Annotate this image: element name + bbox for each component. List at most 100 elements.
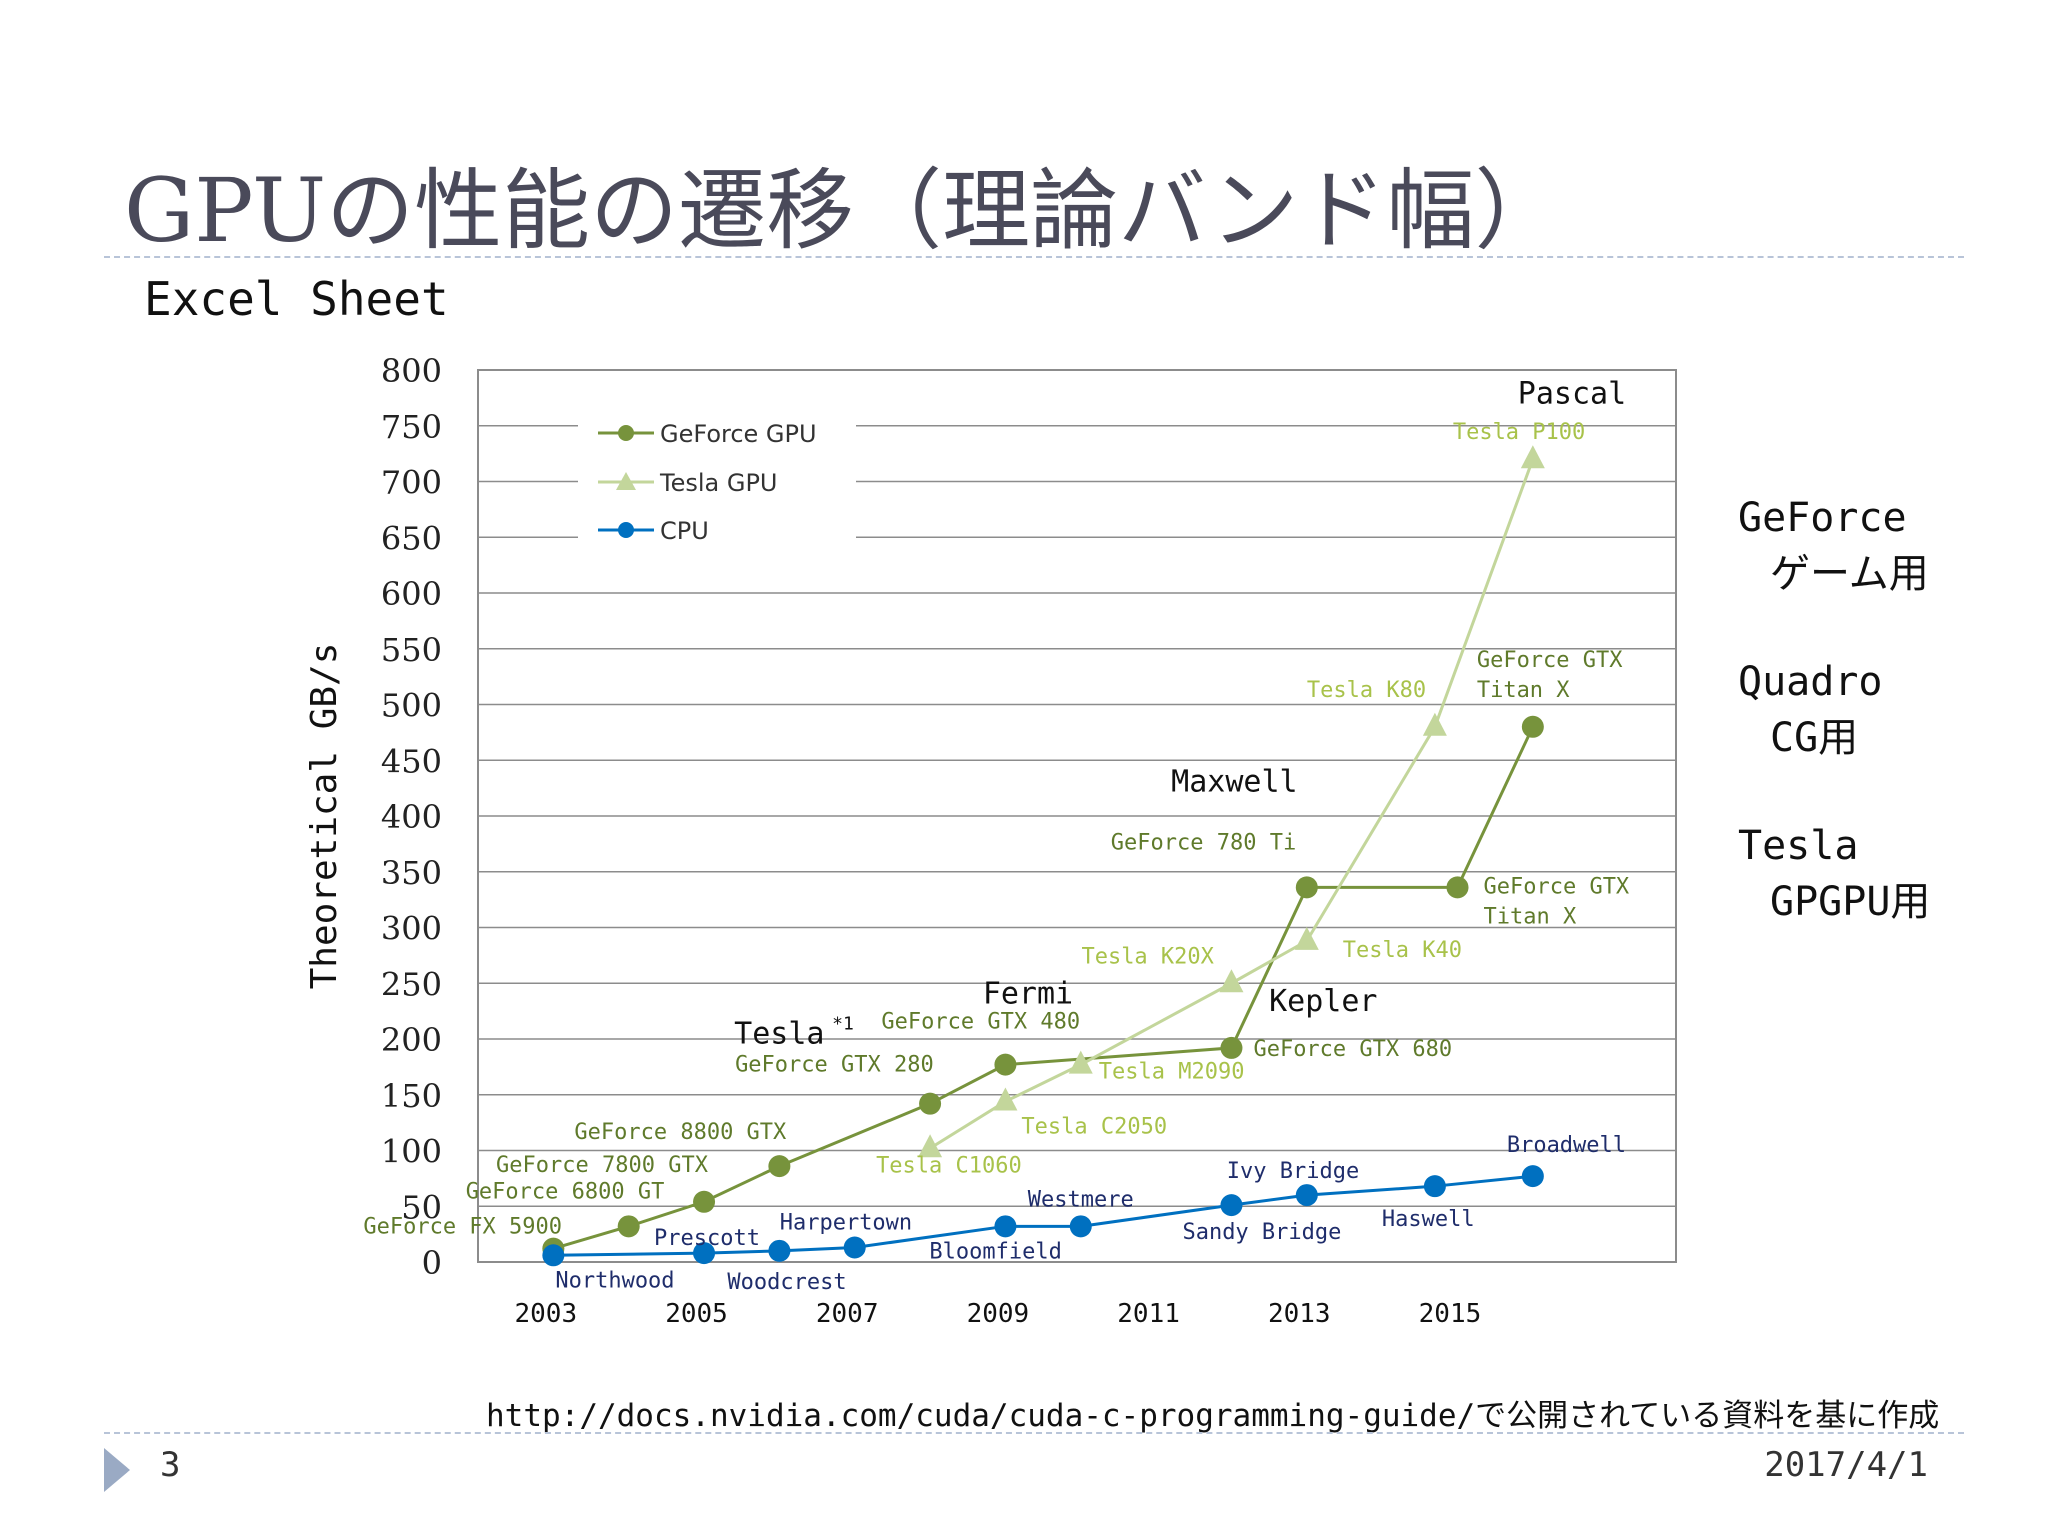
data-point	[994, 1215, 1017, 1238]
data-point	[1423, 1175, 1446, 1198]
y-tick-label: 0	[422, 1244, 442, 1282]
x-tick-label: 2011	[1117, 1299, 1180, 1329]
y-tick-label: 800	[381, 352, 442, 390]
point-label: Westmere	[1028, 1187, 1134, 1212]
architecture-label: Kepler	[1269, 984, 1377, 1019]
point-label: Prescott	[654, 1226, 760, 1251]
page-number: 3	[160, 1445, 181, 1485]
point-label: Tesla K20X	[1081, 944, 1214, 969]
data-point	[1295, 876, 1318, 899]
data-point	[843, 1236, 866, 1259]
data-point	[1295, 1184, 1318, 1207]
data-point	[1422, 712, 1447, 736]
legend-label: Tesla GPU	[659, 469, 778, 497]
y-tick-label: 150	[381, 1077, 442, 1115]
data-point	[994, 1053, 1017, 1076]
data-point	[993, 1087, 1018, 1111]
point-label: GeForce FX 5900	[363, 1215, 562, 1240]
point-label: Tesla M2090	[1099, 1060, 1245, 1085]
x-tick-label: 2009	[967, 1299, 1030, 1329]
product-line-use: GPGPU用	[1770, 879, 1931, 925]
point-label: Tesla C2050	[1021, 1114, 1167, 1139]
y-tick-label: 550	[381, 631, 442, 669]
point-label: Sandy Bridge	[1182, 1220, 1341, 1245]
point-label: Tesla K40	[1343, 938, 1462, 963]
product-line-tesla: Tesla GPGPU用	[1738, 818, 1930, 930]
architecture-label: Tesla	[734, 1016, 824, 1051]
data-point	[1069, 1215, 1092, 1238]
data-point	[1219, 969, 1244, 993]
point-label: Haswell	[1382, 1207, 1475, 1232]
point-label: Bloomfield	[929, 1239, 1061, 1264]
y-axis-label: Theoretical GB/s	[304, 643, 345, 990]
point-label: GeForce GTX	[1477, 648, 1623, 673]
data-point	[918, 1134, 943, 1158]
legend-marker	[618, 522, 634, 538]
y-tick-label: 100	[381, 1133, 442, 1171]
data-point	[1521, 1165, 1544, 1188]
x-tick-label: 2013	[1268, 1299, 1331, 1329]
point-label: GeForce GTX 280	[735, 1053, 934, 1078]
y-tick-label: 200	[381, 1021, 442, 1059]
data-point	[617, 1215, 640, 1238]
architecture-label: Fermi	[983, 976, 1073, 1011]
x-tick-label: 2007	[816, 1299, 879, 1329]
y-tick-label: 250	[381, 965, 442, 1003]
y-tick-label: 400	[381, 798, 442, 836]
y-tick-label: 500	[381, 687, 442, 725]
legend-label: CPU	[660, 517, 709, 545]
product-line-name: GeForce	[1738, 495, 1907, 541]
point-label: Woodcrest	[727, 1270, 846, 1295]
data-point	[1220, 1036, 1243, 1059]
architecture-label: Pascal	[1518, 376, 1626, 411]
data-point	[1521, 715, 1544, 738]
series-line	[553, 1174, 1533, 1257]
product-line-use: CG用	[1770, 715, 1859, 761]
y-tick-label: 750	[381, 408, 442, 446]
series-line	[552, 726, 1535, 1251]
data-point	[1294, 926, 1319, 950]
data-point	[693, 1242, 716, 1265]
x-tick-label: 2003	[514, 1299, 577, 1329]
data-point	[1068, 1050, 1093, 1074]
point-label: GeForce 7800 GTX	[496, 1153, 709, 1178]
point-label: GeForce 8800 GTX	[574, 1120, 787, 1145]
x-tick-label: 2005	[665, 1299, 728, 1329]
product-lines: GeForce ゲーム用 Quadro CG用 Tesla GPGPU用	[1738, 490, 1930, 982]
data-point	[693, 1190, 716, 1213]
legend-marker	[618, 425, 634, 441]
bandwidth-chart: 0 50 100 150 200 250 300 350 400 450 500 550 600 650 7…	[304, 352, 1677, 1329]
point-label: Ivy Bridge	[1227, 1159, 1359, 1184]
point-label: Titan X	[1477, 678, 1570, 703]
x-tick-label: 2015	[1419, 1299, 1482, 1329]
point-label: Tesla C1060	[876, 1153, 1022, 1178]
point-label: Titan X	[1483, 904, 1576, 929]
footer-divider	[104, 1432, 1964, 1434]
point-label: GeForce GTX	[1483, 874, 1629, 899]
point-label: Broadwell	[1507, 1133, 1626, 1158]
product-line-geforce: GeForce ゲーム用	[1738, 490, 1930, 602]
point-label: GeForce GTX 680	[1253, 1037, 1452, 1062]
point-label: GeForce 780 Ti	[1111, 830, 1296, 855]
point-label: GeForce GTX 480	[881, 1010, 1080, 1035]
slide-date: 2017/4/1	[1764, 1445, 1928, 1485]
y-tick-label: 300	[381, 910, 442, 948]
product-line-name: Quadro	[1738, 659, 1883, 705]
architecture-label: Maxwell	[1171, 764, 1297, 799]
product-line-name: Tesla	[1738, 823, 1859, 869]
data-point	[768, 1155, 791, 1178]
triangle-bullet-icon	[104, 1448, 130, 1492]
y-tick-label: 600	[381, 575, 442, 613]
sheet-label: Excel Sheet	[144, 272, 449, 326]
y-tick-label: 650	[381, 519, 442, 557]
y-tick-label: 450	[381, 742, 442, 780]
source-note[interactable]: http://docs.nvidia.com/cuda/cuda-c-progr…	[486, 1398, 1940, 1434]
y-tick-label: 700	[381, 464, 442, 502]
legend-label: GeForce GPU	[660, 420, 817, 448]
product-line-use: ゲーム用	[1770, 551, 1929, 597]
data-point	[768, 1239, 791, 1262]
point-label: Tesla K80	[1307, 678, 1426, 703]
y-tick-label: 350	[381, 854, 442, 892]
footnote-marker: *1	[832, 1013, 854, 1034]
data-point	[1446, 876, 1469, 899]
